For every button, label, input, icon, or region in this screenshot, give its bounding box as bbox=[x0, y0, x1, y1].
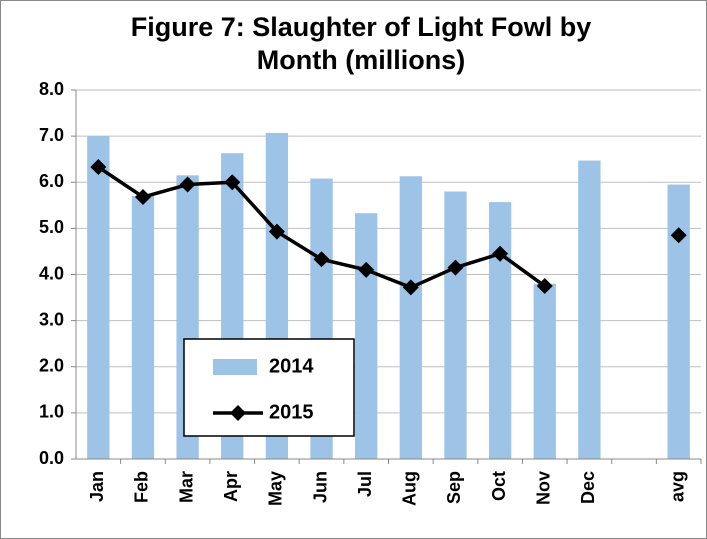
legend-label: 2015 bbox=[269, 401, 314, 423]
x-tick-label: Oct bbox=[489, 471, 509, 501]
x-tick-label: Aug bbox=[400, 471, 420, 506]
bar bbox=[131, 196, 155, 459]
x-tick-label: avg bbox=[667, 471, 687, 502]
y-tick-label: 8.0 bbox=[39, 79, 64, 99]
x-tick-label: May bbox=[266, 471, 286, 506]
marker bbox=[447, 259, 464, 276]
bar bbox=[533, 283, 556, 459]
y-tick-label: 7.0 bbox=[39, 125, 64, 145]
legend-label: 2014 bbox=[269, 355, 314, 377]
x-tick-label: Feb bbox=[132, 471, 152, 503]
marker bbox=[224, 174, 241, 191]
bar bbox=[87, 136, 110, 459]
bar bbox=[355, 213, 378, 459]
bar bbox=[399, 176, 422, 459]
x-tick-label: Apr bbox=[221, 471, 241, 502]
y-tick-label: 6.0 bbox=[39, 171, 64, 191]
marker bbox=[179, 176, 196, 193]
marker bbox=[402, 279, 419, 296]
legend: 2014 2015 bbox=[183, 338, 355, 437]
marker bbox=[536, 278, 553, 295]
y-tick-label: 3.0 bbox=[39, 309, 64, 329]
x-tick-label: Sep bbox=[444, 471, 464, 504]
marker bbox=[90, 159, 107, 176]
y-tick-label: 1.0 bbox=[39, 402, 64, 422]
x-tick-label: Jun bbox=[310, 471, 330, 503]
x-tick-label: Nov bbox=[534, 471, 554, 505]
marker bbox=[358, 261, 375, 278]
y-tick-label: 2.0 bbox=[39, 356, 64, 376]
bar bbox=[444, 191, 467, 459]
bar bbox=[667, 184, 690, 459]
legend-marker bbox=[230, 405, 246, 421]
marker bbox=[134, 189, 151, 206]
chart-title: Figure 7: Slaughter of Light Fowl by Mon… bbox=[130, 12, 592, 75]
y-tick-label: 4.0 bbox=[39, 263, 64, 283]
x-tick-label: Dec bbox=[578, 471, 598, 504]
x-tick-label: Mar bbox=[176, 471, 196, 503]
marker bbox=[492, 245, 509, 262]
bar bbox=[578, 160, 601, 460]
marker bbox=[313, 251, 330, 268]
y-tick-label: 5.0 bbox=[39, 217, 64, 237]
bar bbox=[488, 202, 512, 460]
legend-box bbox=[183, 338, 355, 437]
marker bbox=[268, 223, 285, 240]
legend-swatch bbox=[213, 359, 257, 375]
x-tick-label: Jul bbox=[355, 471, 375, 497]
marker bbox=[670, 227, 687, 244]
x-tick-label: Jan bbox=[87, 471, 107, 502]
y-tick-label: 0.0 bbox=[39, 448, 64, 468]
